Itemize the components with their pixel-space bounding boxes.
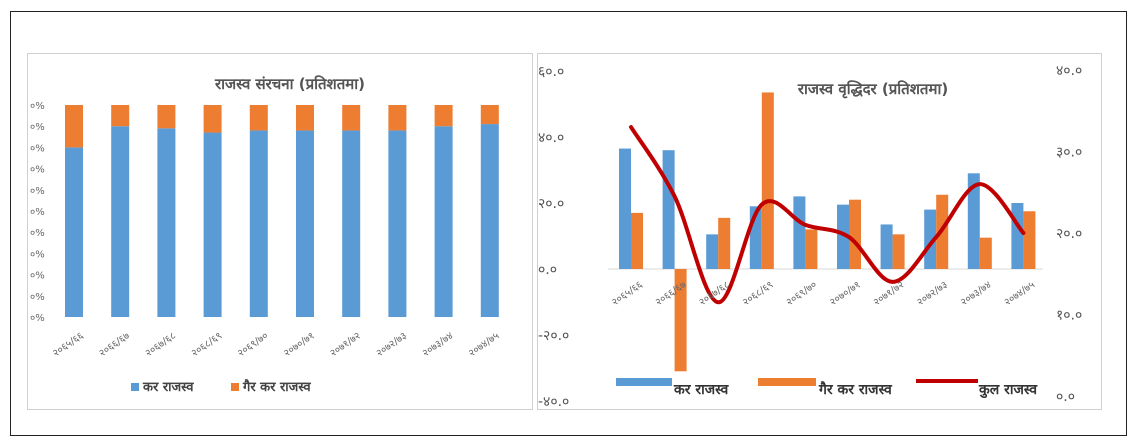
bar-tax-revenue-growth [967, 173, 980, 269]
bar-nontax-revenue [203, 105, 222, 133]
bar-tax-revenue [342, 130, 361, 317]
x-tick-label: २०७३/७४ [959, 279, 994, 308]
bar-nontax-revenue [388, 105, 407, 131]
bar-nontax-revenue-growth [674, 269, 687, 372]
left-axis-tick-label: २०.० [538, 196, 564, 212]
left-axis-tick-label: ६०.० [538, 64, 564, 80]
revenue-structure-svg: राजस्व संरचना (प्रतिशतमा) ०% ०% ०% ०% ०% ०% ०%… [30, 75, 502, 395]
legend-label-nontax: गैर कर राजस्व [242, 379, 311, 395]
x-tick-label: २०७०/७१ [282, 330, 317, 359]
bar-tax-revenue-growth [1011, 203, 1024, 269]
bar-tax-revenue-growth [880, 224, 893, 269]
bar-tax-revenue [111, 126, 130, 317]
x-tick-label: २०६७/६८ [143, 330, 178, 359]
bar-tax-revenue [249, 130, 268, 317]
x-tick-label: २०६९/७० [784, 279, 819, 308]
y-tick-label: ०% [30, 271, 45, 282]
y-tick-label: ०% [30, 186, 45, 197]
bar-tax-revenue-growth [793, 196, 806, 269]
bar-nontax-revenue-growth [761, 92, 774, 269]
legend-label-tax: कर राजस्व [142, 380, 194, 395]
x-tick-label: २०७२/७३ [374, 330, 409, 359]
y-tick-label: ०% [30, 313, 45, 324]
x-tick-label: २०७४/७५ [467, 330, 502, 359]
right-axis-tick-label: ३०.० [1056, 145, 1082, 161]
legend-label-total: कुल राजस्व [978, 382, 1038, 399]
left-axis-tick-label: ०.० [538, 262, 557, 278]
bar-nontax-revenue-growth [849, 199, 861, 269]
x-tick-label: २०७१/७२ [328, 330, 363, 359]
bar-nontax-revenue [296, 105, 314, 131]
bar-tax-revenue-growth [662, 150, 675, 269]
legend-swatch-tax [616, 378, 672, 386]
x-tick-label: २०६५/६६ [51, 330, 86, 359]
x-tick-label: २०७३/७४ [421, 330, 456, 359]
bar-tax-revenue [480, 124, 499, 317]
chart-title: राजस्व वृद्धिदर (प्रतिशतमा) [797, 80, 948, 99]
left-axis-tick-label: ४०.० [538, 130, 564, 146]
bar-tax-revenue [296, 130, 314, 317]
bar-nontax-revenue [480, 105, 499, 125]
bar-tax-revenue-growth [706, 234, 719, 269]
left-axis-tick-label: -२०.० [538, 328, 569, 344]
right-axis-tick-label: ०.० [1056, 389, 1075, 405]
left-axis-tick-label: -४०.० [538, 394, 569, 410]
bar-tax-revenue [65, 147, 83, 317]
bar-tax-revenue [203, 132, 222, 317]
y-tick-label: ०% [30, 207, 45, 218]
y-tick-label: ०% [30, 101, 45, 112]
bar-nontax-revenue-growth [979, 237, 992, 269]
x-tick-label: २०७४/७५ [1002, 279, 1037, 308]
bar-nontax-revenue-growth [805, 229, 818, 269]
bar-tax-revenue [434, 126, 453, 317]
x-tick-label: २०६८/६९ [190, 330, 225, 359]
y-tick-label: ०% [30, 292, 45, 303]
y-tick-label: ०% [30, 165, 45, 176]
bar-nontax-revenue [434, 105, 453, 127]
bar-nontax-revenue-growth [631, 212, 643, 269]
right-axis-tick-label: ४०.० [1056, 63, 1082, 79]
revenue-structure-chart: राजस्व संरचना (प्रतिशतमा) ०% ०% ०% ०% ०% ०% ०%… [27, 53, 533, 410]
chart-title: राजस्व संरचना (प्रतिशतमा) [214, 75, 365, 93]
y-tick-label: ०% [30, 249, 45, 260]
total-revenue-line [629, 125, 1026, 305]
bar-nontax-revenue [65, 105, 83, 148]
legend-label-tax: कर राजस्व [673, 382, 730, 398]
legend-swatch-tax [131, 383, 139, 391]
bar-tax-revenue [157, 128, 176, 317]
bar-nontax-revenue [157, 105, 176, 129]
bar-nontax-revenue [249, 105, 268, 131]
x-tick-label: २०६९/७० [236, 330, 271, 359]
bar-nontax-revenue [342, 105, 361, 131]
y-tick-label: ०% [30, 143, 45, 154]
x-tick-label: २०७२/७३ [915, 279, 950, 308]
bar-nontax-revenue [111, 105, 130, 127]
x-tick-label: २०७१/७२ [872, 279, 907, 308]
legend-label-nontax: गैर कर राजस्व [818, 381, 893, 398]
legend-swatch-nontax [231, 383, 239, 391]
bar-tax-revenue-growth [924, 209, 937, 269]
right-axis-tick-label: १०.० [1056, 308, 1082, 324]
bar-tax-revenue [388, 130, 407, 317]
bar-nontax-revenue-growth [718, 217, 731, 269]
legend-swatch-nontax [758, 378, 816, 386]
bar-tax-revenue-growth [619, 148, 631, 269]
x-tick-label: २०६६/६७ [97, 330, 132, 359]
x-tick-label: २०७०/७१ [828, 279, 863, 308]
bar-tax-revenue-growth [837, 204, 849, 269]
bar-nontax-revenue-growth [1023, 211, 1036, 269]
revenue-growth-svg: राजस्व वृद्धिदर (प्रतिशतमा) ६०.० ४०.० २०.०… [538, 63, 1082, 410]
x-tick-label: २०६८/६९ [741, 279, 776, 308]
right-axis-tick-label: २०.० [1056, 226, 1082, 242]
bar-nontax-revenue-growth [892, 234, 905, 269]
revenue-growth-chart: राजस्व वृद्धिदर (प्रतिशतमा) ६०.० ४०.० २०.०… [537, 53, 1102, 410]
y-tick-label: ०% [30, 122, 45, 133]
y-tick-label: ०% [30, 228, 45, 239]
x-tick-label: २०६५/६६ [610, 279, 645, 308]
